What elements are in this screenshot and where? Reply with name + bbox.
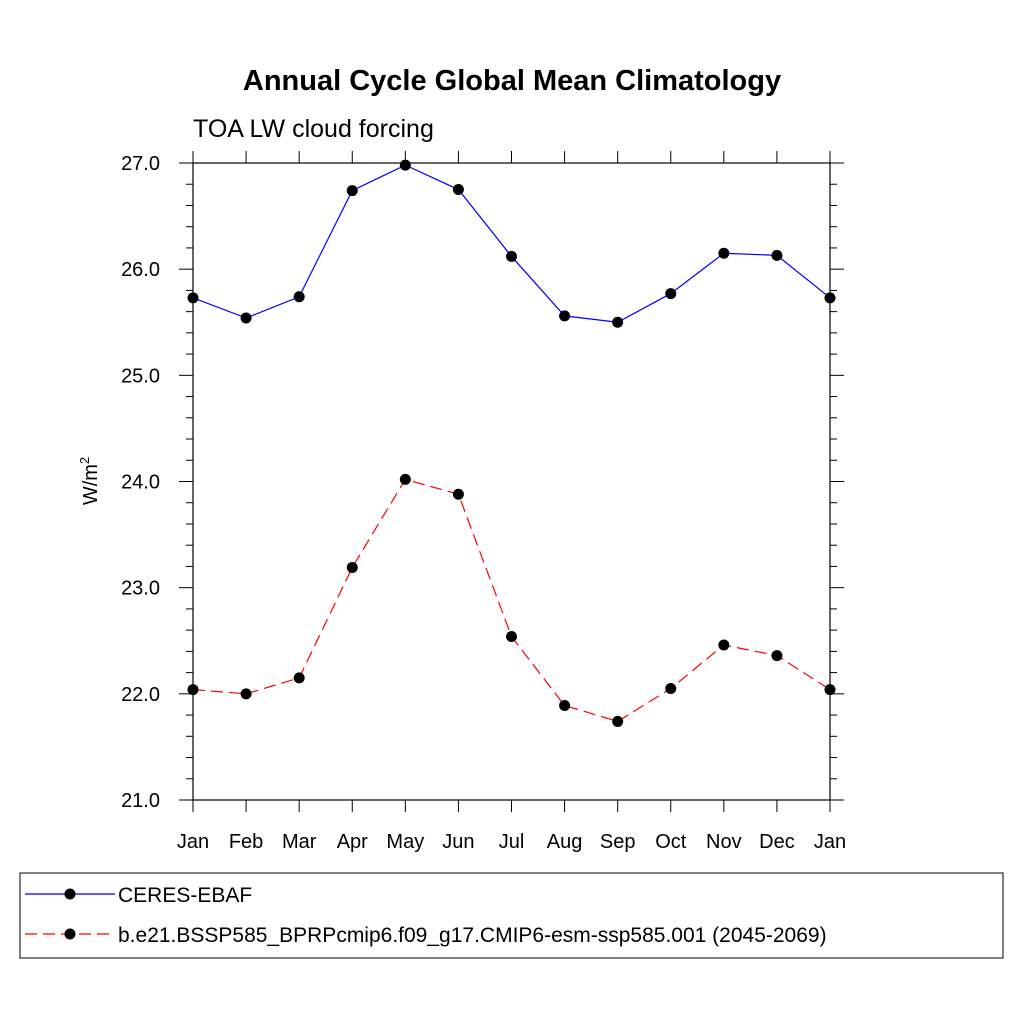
x-tick-label: Apr — [337, 831, 368, 853]
x-tick-label: Feb — [229, 831, 263, 853]
series-1-point — [559, 700, 571, 712]
series-1-point — [506, 631, 517, 643]
x-tick-label: Sep — [600, 831, 636, 853]
series-line-1 — [192, 478, 831, 723]
legend-label-ceres: CERES-EBAF — [118, 884, 252, 907]
x-tick-label: Jun — [442, 831, 474, 853]
series-1-point — [665, 683, 677, 695]
y-tick-label: 24.0 — [121, 472, 160, 494]
series-1-point — [399, 473, 411, 485]
series-0-point — [399, 159, 411, 171]
series-0-point — [718, 247, 730, 259]
y-tick-label: 25.0 — [121, 365, 160, 387]
series-1-point — [240, 688, 252, 700]
svg-text:W/m2: W/m2 — [77, 457, 102, 505]
x-tick-label: May — [386, 831, 424, 853]
y-axis-label-text: W/m — [80, 464, 102, 505]
x-tick-labels: Jan Feb Mar Apr May Jun Jul Aug Sep Oct Nov Dec Jan — [177, 831, 846, 853]
series-layer — [187, 159, 836, 727]
y-tick-label: 22.0 — [121, 684, 160, 706]
series-line-0 — [192, 164, 831, 323]
legend-label-model: b.e21.BSSP585_BPRPcmip6.f09_g17.CMIP6-es… — [118, 924, 827, 947]
x-tick-label: Oct — [655, 831, 687, 853]
y-axis-label: W/m2 — [77, 457, 102, 505]
series-0-point — [293, 291, 305, 303]
legend-box — [19, 872, 1004, 959]
series-0-point — [824, 292, 836, 304]
legend-marker-model — [64, 928, 76, 940]
x-tick-label: Jul — [499, 831, 525, 853]
series-0-point — [452, 184, 464, 196]
series-0-point — [506, 250, 517, 262]
y-tick-label: 23.0 — [121, 578, 160, 600]
x-tick-label: Jan — [814, 831, 846, 853]
series-1-point — [293, 672, 305, 684]
x-tick-label: Aug — [547, 831, 583, 853]
chart-title: Annual Cycle Global Mean Climatology — [243, 65, 781, 97]
x-tick-label: Jan — [177, 831, 209, 853]
y-tick-label: 27.0 — [121, 153, 160, 175]
legend-marker-ceres — [64, 888, 76, 900]
series-1-point — [718, 639, 730, 651]
x-tick-label: Mar — [282, 831, 317, 853]
legend: CERES-EBAF b.e21.BSSP585_BPRPcmip6.f09_g… — [19, 872, 1004, 959]
series-1-point — [346, 561, 358, 573]
series-1-point — [187, 684, 199, 696]
x-tick-label: Nov — [706, 831, 742, 853]
series-1-point — [612, 715, 624, 727]
series-0-point — [665, 288, 677, 300]
y-tick-label: 21.0 — [121, 790, 160, 812]
chart-subtitle: TOA LW cloud forcing — [193, 115, 434, 143]
y-axis-label-superscript: 2 — [77, 457, 92, 464]
series-0-point — [771, 249, 783, 261]
series-0-point — [559, 310, 571, 322]
series-0-point — [187, 292, 199, 304]
axis-ticks — [179, 151, 844, 812]
series-0-point — [346, 185, 358, 197]
series-1-point — [771, 650, 783, 662]
y-tick-label: 26.0 — [121, 259, 160, 281]
x-tick-label: Dec — [759, 831, 795, 853]
series-1-point — [824, 684, 836, 696]
series-0-point — [612, 316, 624, 328]
series-1-point — [452, 488, 464, 500]
y-tick-labels: 21.0 22.0 23.0 24.0 25.0 26.0 27.0 — [121, 153, 160, 812]
series-0-point — [240, 312, 252, 324]
